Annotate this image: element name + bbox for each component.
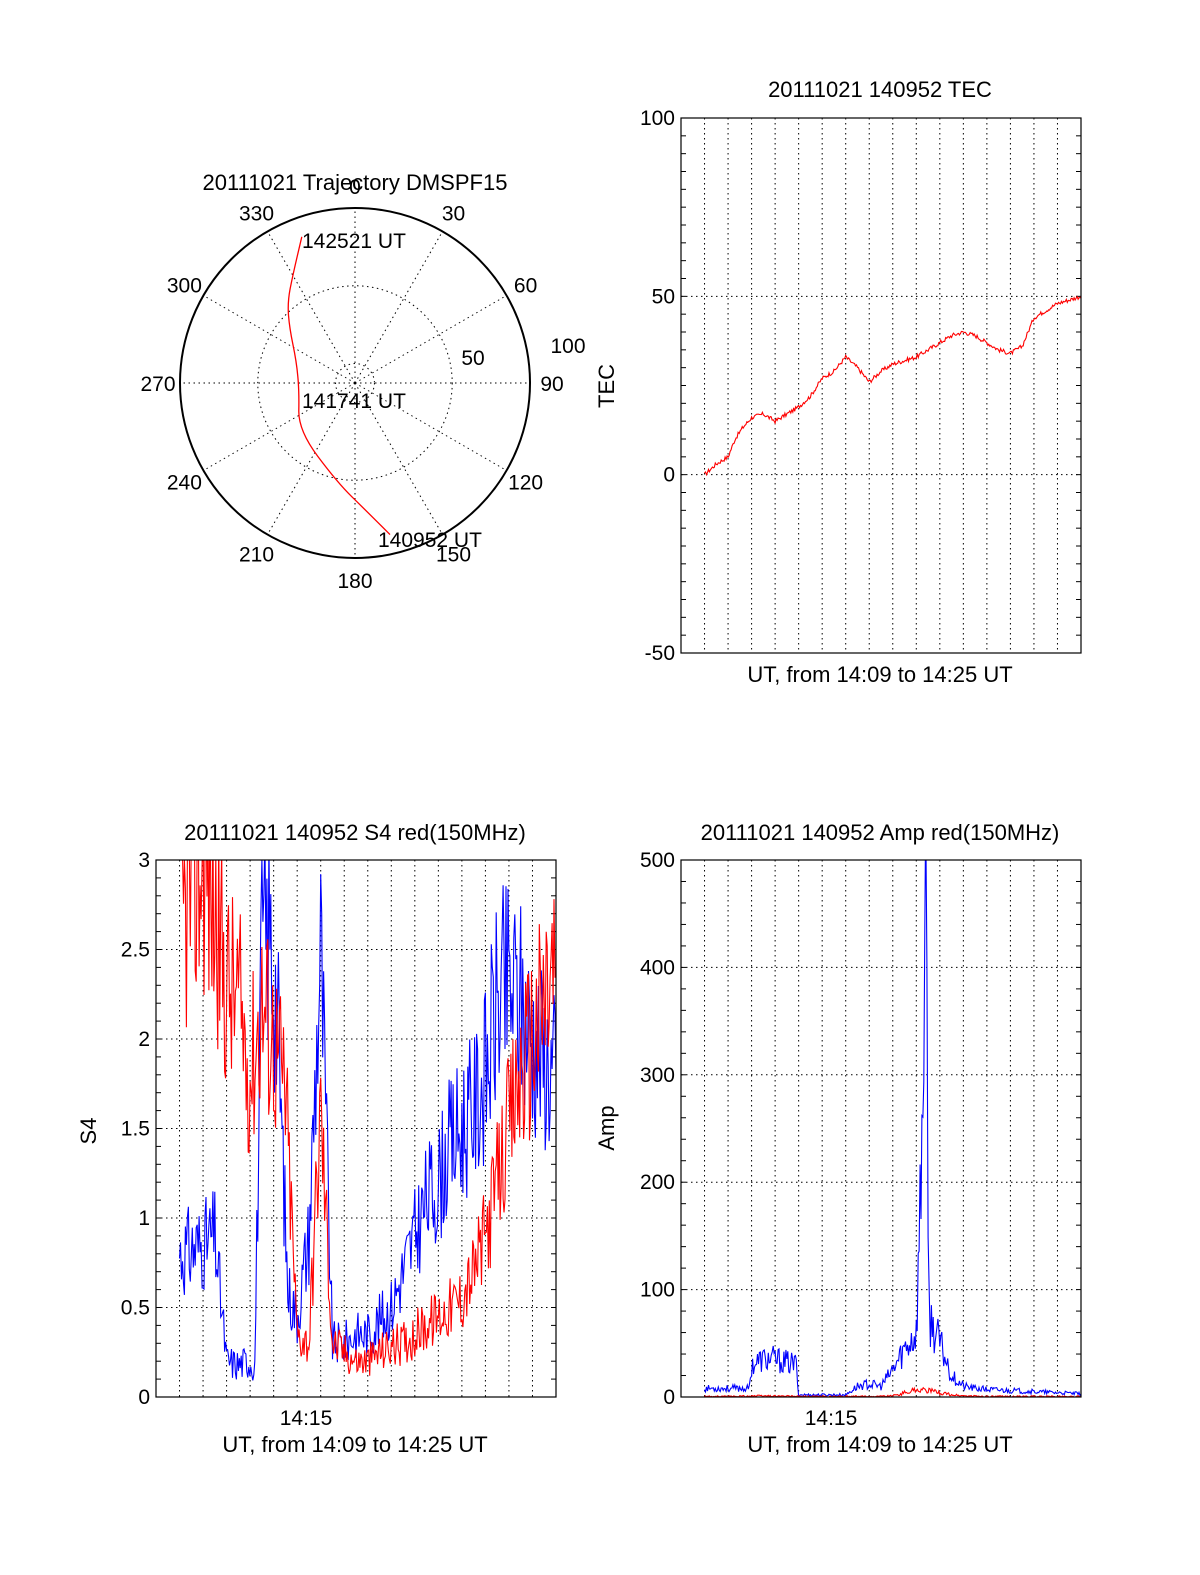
tec-plot-frame [680,117,1082,654]
polar-trajectory-series [287,236,391,536]
y-tick-label: 500 [640,849,675,872]
polar-spoke [354,295,507,384]
tec-grid [681,118,1081,653]
y-tick-label: 300 [640,1064,675,1087]
y-tick-label: 100 [640,107,675,130]
y-tick-label: 1.5 [121,1118,150,1141]
polar-angle-label: 240 [167,472,202,495]
polar-radius-tick-100: 100 [550,335,585,358]
y-tick-label: -50 [645,642,675,665]
polar-angle-label: 90 [540,373,563,396]
polar-title: 20111021 Trajectory DMSPF15 [203,170,508,195]
s4-title: 20111021 140952 S4 red(150MHz) [184,820,526,845]
s4-series-line [182,860,556,1376]
amp-panel: 20111021 140952 Amp red(150MHz) 0 100 200 3… [594,820,1082,1457]
polar-radius-tick-50: 50 [461,347,484,370]
y-tick-label: 50 [652,285,675,308]
polar-spoke [354,231,443,384]
amp-grid [681,860,1081,1397]
y-tick-label: 100 [640,1279,675,1302]
polar-trajectory-panel: 20111021 Trajectory DMSPF15 0 30 60 90 120 15… [140,170,585,593]
s4-grid [156,860,556,1397]
polar-annotation-start: 140952 UT [378,529,482,552]
polar-angle-label: 120 [508,472,543,495]
tec-panel: 20111021 140952 TEC 100 50 0 -50 TEC UT, fr… [594,77,1082,687]
polar-grid [180,208,530,558]
polar-angle-label: 0 [349,176,361,199]
y-tick-label: 2 [138,1028,150,1051]
polar-ring-50 [257,285,453,481]
amp-y-axis-label: Amp [594,1105,619,1150]
tec-title: 20111021 140952 TEC [768,77,992,102]
amp-x-axis-label: UT, from 14:09 to 14:25 UT [747,1432,1012,1457]
polar-annotation-end: 142521 UT [302,230,406,253]
tec-y-axis-label: TEC [594,364,619,408]
polar-spoke [267,382,356,535]
polar-angle-label: 210 [239,544,274,567]
tec-y-tick-labels: 100 50 0 -50 [640,107,675,665]
tec-series [704,295,1082,477]
polar-angle-label: 30 [442,202,465,225]
y-tick-label: 0.5 [121,1297,150,1320]
y-tick-label: 400 [640,956,675,979]
polar-spoke [203,295,356,384]
s4-series-line [178,860,556,1381]
s4-y-tick-labels: 0 0.5 1 1.5 2 2.5 3 [121,849,150,1409]
amp-title: 20111021 140952 Amp red(150MHz) [701,820,1060,845]
y-tick-label: 1 [138,1207,150,1230]
s4-x-axis-label: UT, from 14:09 to 14:25 UT [222,1432,487,1457]
amp-series-line [703,860,1081,1397]
polar-angle-label: 150 [436,544,471,567]
s4-panel: 20111021 140952 S4 red(150MHz) 0 0.5 1 1.5 2… [76,820,557,1457]
y-tick-label: 2.5 [121,939,150,962]
tec-series-line [704,295,1082,477]
amp-plot-frame [680,859,1082,1398]
polar-trajectory-line [287,236,391,536]
s4-x-tick-label: 14:15 [280,1407,333,1430]
amp-minor-ticks [681,859,1081,1398]
y-tick-label: 200 [640,1171,675,1194]
polar-annotation-mid: 141741 UT [302,390,406,413]
polar-angle-label: 330 [239,202,274,225]
amp-x-tick-label: 14:15 [805,1407,858,1430]
polar-outer-ring [179,207,531,559]
polar-spoke [203,382,356,471]
polar-angle-label: 60 [514,275,537,298]
polar-ring-10 [335,363,375,403]
tec-x-axis-label: UT, from 14:09 to 14:25 UT [747,662,1012,687]
amp-y-tick-labels: 0 100 200 300 400 500 [640,849,675,1409]
polar-angle-label: 180 [337,570,372,593]
s4-plot-frame [155,859,557,1398]
tec-minor-ticks [681,117,1081,654]
y-tick-label: 0 [663,1386,675,1409]
y-tick-label: 3 [138,849,150,872]
polar-angle-label: 300 [167,275,202,298]
polar-spoke [267,231,356,384]
s4-series [178,860,556,1381]
polar-angle-labels: 0 30 60 90 120 150 180 210 240 270 300 330 [140,176,563,593]
y-tick-label: 0 [138,1386,150,1409]
polar-spoke [354,382,443,535]
y-tick-label: 0 [663,464,675,487]
s4-y-axis-label: S4 [76,1118,101,1145]
amp-series [703,860,1081,1397]
polar-angle-label: 270 [140,373,175,396]
polar-spoke [354,382,507,471]
